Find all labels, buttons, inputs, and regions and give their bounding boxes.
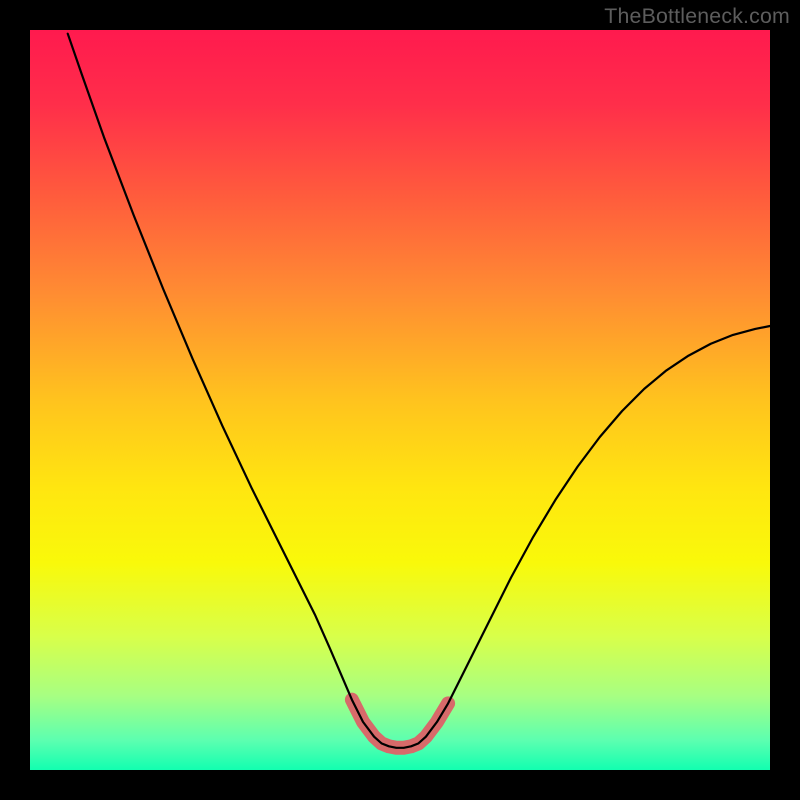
gradient-panel <box>30 30 770 770</box>
chart-svg <box>0 0 800 800</box>
chart-canvas: TheBottleneck.com <box>0 0 800 800</box>
watermark-text: TheBottleneck.com <box>604 4 790 29</box>
